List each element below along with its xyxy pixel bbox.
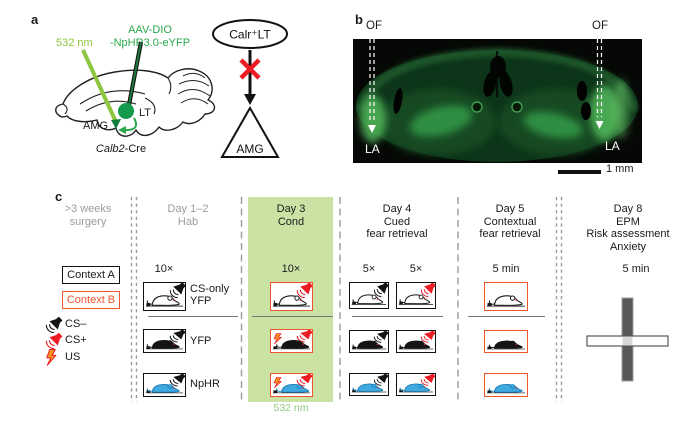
brain-schematic: LT AMG [55, 41, 216, 137]
virus-label-line1: AAV-DIO [128, 24, 172, 36]
cage-hab-yfp [143, 329, 186, 353]
laser-note: 532 nm [273, 402, 309, 414]
scale-bar-label: 1 mm [606, 163, 634, 175]
brain-inner-lines [79, 90, 156, 115]
laser-wavelength-label: 532 nm [56, 37, 93, 49]
mouse-line-label: Calb2-Cre [66, 143, 176, 155]
day8-duration: 5 min [622, 263, 650, 275]
us-shock-icon [46, 349, 57, 366]
fiber-track-right [596, 39, 603, 117]
panel-a-label: a [31, 12, 39, 27]
optic-fiber-right-label: OF [592, 20, 608, 32]
group-cs-only-yfp-label: CS-only YFP [190, 283, 230, 307]
cage-day5-nphr [484, 373, 528, 397]
phase-habituation: Day 1–2 Hab [167, 203, 209, 228]
cs-minus-speaker-icon [43, 317, 63, 333]
brain-outline [55, 68, 216, 137]
phase-cued-retrieval: Day 4 Cued fear retrieval [366, 203, 428, 241]
cs-plus-speaker-icon [43, 333, 63, 349]
panel-c-label: c [55, 189, 63, 204]
cre-suffix: -Cre [124, 143, 147, 155]
cage-day4-nphr-csminus [349, 373, 389, 396]
red-x-icon [239, 58, 261, 80]
lt-nucleus [118, 103, 134, 119]
phase-conditioning: Day 3 Cond [276, 203, 306, 228]
pathway-arrowhead [244, 94, 256, 105]
optic-fiber-left-label: OF [366, 20, 382, 32]
cage-day4-yfp-csplus [396, 330, 436, 353]
virus-label-line2: -NpHR3.0-eYFP [109, 36, 191, 49]
cerebellum-folds [177, 72, 211, 105]
la-left-label: LA [365, 142, 380, 156]
cage-cond-yfp [270, 329, 313, 353]
phase-epm: Day 8 EPM Risk assessment Anxiety [586, 203, 670, 253]
day5-duration: 5 min [492, 263, 520, 275]
cage-hab-nphr [143, 373, 186, 397]
cage-day5-yfp [484, 330, 528, 353]
projection-arrow [123, 117, 137, 132]
fiber-arrowhead-left [368, 125, 376, 133]
source-node [212, 19, 288, 49]
group-nphr-label: NpHR [190, 378, 220, 390]
cs-plus-label: CS+ [65, 334, 87, 346]
lt-label: LT [139, 107, 151, 119]
projection-arrowhead [118, 126, 126, 134]
phase-contextual-retrieval: Day 5 Contextual fear retrieval [479, 203, 541, 241]
group-yfp-label: YFP [190, 335, 212, 347]
la-right-label: LA [605, 139, 620, 153]
epm-apparatus [586, 297, 669, 382]
cage-cond-csonly [270, 282, 313, 311]
fluorescence-micrograph: LA LA [353, 39, 642, 163]
cage-day4-csonly-csplus [396, 282, 436, 309]
us-label: US [65, 351, 81, 363]
la-signal-left [360, 95, 386, 143]
scale-bar [558, 170, 601, 174]
cage-day4-nphr-csplus [396, 373, 436, 396]
cage-day5-csonly [484, 282, 528, 311]
context-a-legend: Context A [62, 266, 120, 284]
target-node-label: AMG [236, 142, 263, 156]
fiber-arrowhead-right [595, 121, 604, 129]
calb2-gene: Calb2 [95, 143, 125, 155]
circuit-diagram: Calr⁺LT AMG [212, 19, 288, 158]
cond-repetitions: 10× [281, 263, 301, 275]
cage-cond-nphr [270, 373, 313, 397]
amg-label: AMG [83, 120, 108, 132]
optic-fiber [81, 49, 118, 123]
target-node [220, 105, 280, 158]
cage-day4-csonly-csminus [349, 282, 389, 309]
source-node-label: Calr⁺LT [229, 28, 271, 42]
day4-repetitions-b: 5× [409, 263, 423, 275]
amg-terminal [111, 119, 121, 129]
injection-pipette-fill [128, 41, 142, 106]
panel-b-label: b [355, 12, 363, 27]
cage-hab-csonly [143, 282, 186, 311]
cs-minus-label: CS– [65, 318, 87, 330]
epm-center [622, 336, 633, 346]
phase-surgery: >3 weeks surgery [64, 203, 112, 228]
context-b-legend: Context B [62, 291, 120, 309]
day4-repetitions-a: 5× [362, 263, 376, 275]
hab-repetitions: 10× [154, 263, 174, 275]
cage-day4-yfp-csminus [349, 330, 389, 353]
virus-label: AAV-DIO -NpHR3.0-eYFP [100, 24, 200, 49]
